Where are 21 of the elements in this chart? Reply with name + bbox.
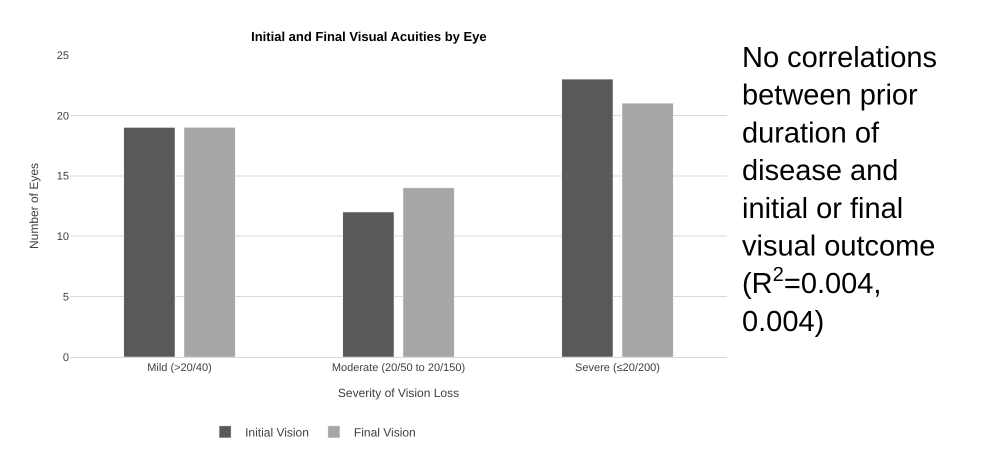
bar: [184, 127, 236, 357]
y-tick-label: 0: [62, 352, 69, 364]
y-tick-label: 10: [56, 231, 69, 244]
bar: [402, 188, 454, 357]
bar: [622, 103, 674, 357]
bar: [124, 127, 176, 357]
x-tick-label: Severe (≤20/200): [575, 362, 660, 374]
text: No correlations between prior duration of disease and initial or final visual outcome (R$^{2}$=0.004, 0.004): [742, 42, 938, 338]
chart-title: Initial and Final Visual Acuities by Eye: [251, 29, 487, 44]
y-axis-title: Number of Eyes: [27, 162, 42, 250]
legend-label: Initial Vision: [245, 426, 309, 440]
legend-label: Final Vision: [354, 426, 416, 440]
x-tick-label: Mild (>20/40): [147, 362, 212, 374]
y-tick-label: 15: [56, 170, 69, 183]
x-tick-label: Moderate (20/50 to 20/150): [332, 362, 466, 374]
y-tick-label: 5: [62, 291, 69, 304]
bar: [562, 78, 614, 357]
bar: [342, 212, 394, 357]
x-axis-title: Severity of Vision Loss: [338, 386, 460, 400]
y-tick-label: 25: [56, 50, 69, 62]
y-tick-label: 20: [56, 110, 69, 122]
